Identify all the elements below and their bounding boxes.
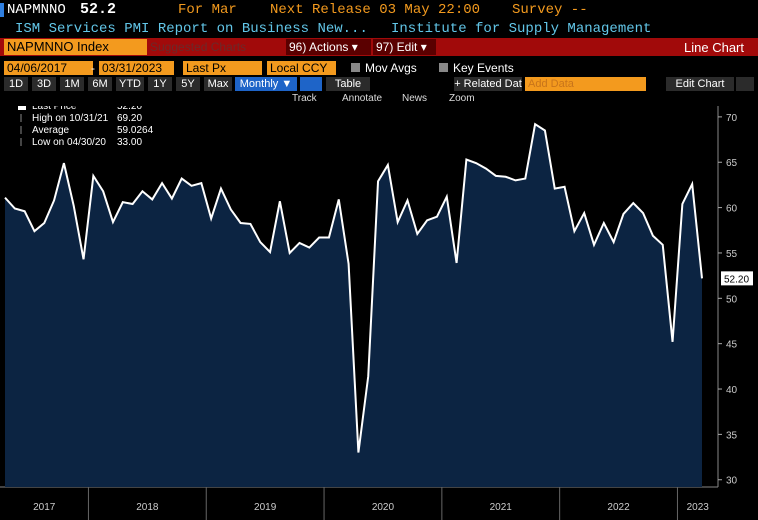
range-button[interactable]: 3D — [32, 77, 56, 91]
table[interactable]: Table — [326, 77, 370, 91]
stat-label: Average — [32, 125, 70, 136]
range-button[interactable]: 1Y — [148, 77, 172, 91]
y-tick-label: 50 — [726, 294, 738, 305]
tool[interactable]: News — [402, 93, 428, 104]
key-events[interactable]: Key Events — [453, 61, 514, 75]
edit-chart[interactable]: Edit Chart — [666, 77, 734, 91]
y-tick-label: 65 — [726, 158, 738, 169]
stat-label: High on 10/31/21 — [32, 113, 109, 124]
last: 52.2 — [80, 1, 117, 18]
x-tick-label: 2019 — [254, 502, 277, 513]
stat-value: 52.20 — [117, 106, 142, 112]
tool[interactable]: Zoom — [449, 93, 475, 104]
frequency[interactable]: Monthly ▼ — [235, 77, 297, 91]
chart: 30 35 40 45 50 55 60 65 70 2017 2018 2019 2020 2021 20… — [0, 106, 753, 520]
x-tick-label: 2021 — [490, 502, 513, 513]
last-value-box — [721, 271, 753, 286]
x-tick-label: 2020 — [372, 502, 395, 513]
range-row: Monthly ▼ Table + Related Dat Add Data E… — [0, 77, 758, 92]
stat-value: 59.0264 — [117, 125, 154, 136]
line — [4, 122, 703, 453]
chart-icon[interactable] — [300, 77, 322, 91]
legend-bg — [8, 106, 148, 150]
settings-icon[interactable] — [736, 77, 754, 91]
range-button[interactable]: Max — [204, 77, 232, 91]
last-value-label: 52.20 — [724, 274, 749, 285]
range-button[interactable]: YTD — [116, 77, 144, 91]
stat-label: Last Price — [32, 106, 77, 112]
legend: Last Price 52.20 High on 10/31/21 69.20 Aver… — [8, 106, 154, 150]
range-button[interactable]: 1D — [4, 77, 28, 91]
y-tick-label: 70 — [726, 113, 738, 124]
survey: Survey -- — [512, 2, 588, 18]
mov-avgs[interactable]: Mov Avgs — [365, 61, 417, 75]
header-row: NAPMNNO 52.2 For Mar Next Release 03 May… — [0, 0, 758, 20]
x-tick-label: 2017 — [33, 502, 56, 513]
tool[interactable]: Track — [292, 93, 317, 104]
y-tick-label: 30 — [726, 476, 738, 487]
description: ISM Services PMI Report on Business New.… — [15, 21, 368, 37]
ticker: NAPMNNO — [7, 2, 66, 18]
legend-swatch — [18, 106, 26, 110]
edit[interactable]: 97) Edit ▾ — [373, 39, 436, 55]
period: For Mar — [178, 2, 237, 18]
y-tick-label: 60 — [726, 204, 738, 215]
stat-label: Low on 04/30/20 — [32, 137, 106, 148]
security[interactable]: NAPMNNO Index — [4, 39, 147, 55]
area-fill — [5, 124, 702, 487]
y-tick-label: 40 — [726, 385, 738, 396]
desc-row: ISM Services PMI Report on Business New.… — [0, 20, 758, 38]
x-tick-label: 2018 — [136, 502, 159, 513]
settings-row: 04/06/2017 - 03/31/2023 Last Px Local CC… — [0, 60, 758, 76]
tool-row: Track Annotate News Zoom — [0, 93, 758, 106]
currency[interactable]: Local CCY — [267, 61, 336, 75]
y-tick-label: 35 — [726, 430, 738, 441]
range-button[interactable]: 1M — [60, 77, 84, 91]
range-button[interactable]: 5Y — [176, 77, 200, 91]
x-tick-label: 2023 — [687, 502, 710, 513]
field[interactable]: Last Px — [183, 61, 262, 75]
suggested[interactable]: Suggested Charts — [150, 40, 247, 54]
x-tick-label: 2022 — [607, 502, 630, 513]
y-tick-label: 55 — [726, 249, 738, 260]
actions[interactable]: 96) Actions ▾ — [286, 39, 371, 55]
date-sep: - — [91, 61, 95, 75]
command-row: NAPMNNO Index Suggested Charts 96) Actio… — [0, 38, 758, 56]
y-tick-label: 45 — [726, 340, 738, 351]
chart-kind: Line Chart — [684, 40, 744, 55]
checkbox[interactable] — [439, 63, 448, 72]
end-date[interactable]: 03/31/2023 — [99, 61, 174, 75]
tool[interactable]: Annotate — [342, 93, 383, 104]
range-button[interactable]: 6M — [88, 77, 112, 91]
stat-value: 33.00 — [117, 137, 142, 148]
source: Institute for Supply Management — [391, 21, 652, 37]
marker — [0, 3, 4, 17]
start-date[interactable]: 04/06/2017 — [4, 61, 93, 75]
stat-value: 69.20 — [117, 113, 142, 124]
checkbox[interactable] — [351, 63, 360, 72]
related[interactable]: + Related Dat — [454, 77, 522, 91]
add-data[interactable]: Add Data — [525, 77, 646, 91]
next-release: Next Release 03 May 22:00 — [270, 2, 481, 18]
